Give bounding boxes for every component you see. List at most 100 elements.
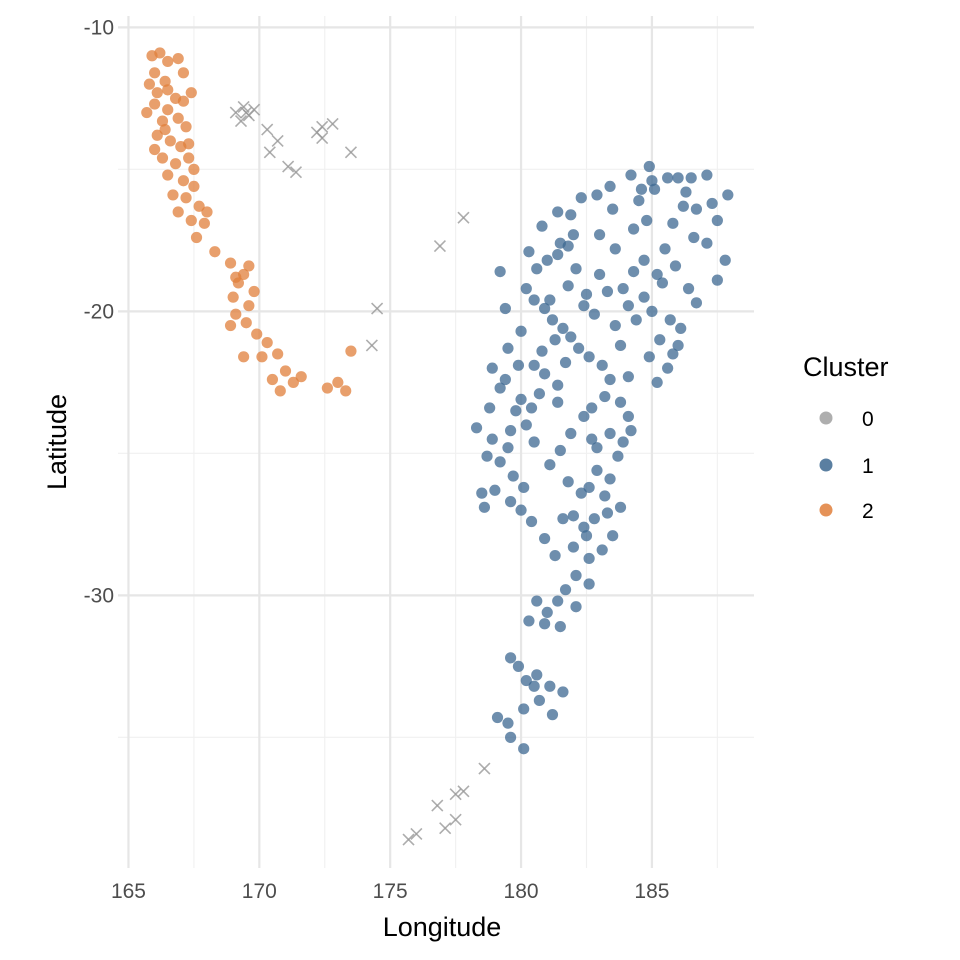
data-point bbox=[149, 67, 161, 79]
data-point bbox=[274, 385, 286, 397]
data-point bbox=[554, 444, 566, 457]
data-point bbox=[552, 379, 564, 391]
legend: Cluster 0 1 2 bbox=[803, 352, 889, 523]
data-point bbox=[539, 302, 551, 315]
data-point bbox=[546, 314, 559, 326]
x-tick-label: 170 bbox=[242, 880, 277, 903]
data-point bbox=[478, 762, 491, 775]
data-point bbox=[549, 334, 561, 346]
data-point bbox=[559, 584, 572, 596]
data-point bbox=[169, 158, 182, 170]
data-point bbox=[371, 302, 384, 315]
data-point bbox=[531, 669, 543, 681]
data-point bbox=[183, 138, 195, 150]
data-point bbox=[672, 172, 684, 184]
data-point bbox=[593, 268, 606, 281]
data-point bbox=[243, 260, 255, 272]
data-point bbox=[504, 652, 517, 664]
data-point bbox=[402, 833, 415, 846]
data-point bbox=[565, 427, 577, 440]
data-point bbox=[625, 425, 637, 437]
data-point bbox=[580, 530, 593, 542]
data-point bbox=[591, 464, 603, 476]
data-point bbox=[539, 532, 551, 545]
data-point bbox=[243, 300, 255, 312]
data-point bbox=[570, 569, 582, 582]
data-point bbox=[209, 246, 221, 258]
data-point bbox=[321, 382, 333, 394]
data-point bbox=[562, 280, 574, 292]
legend-label-0: 0 bbox=[862, 408, 874, 431]
data-point bbox=[251, 328, 263, 340]
data-point bbox=[494, 456, 506, 468]
data-point bbox=[711, 214, 723, 227]
data-point bbox=[172, 53, 184, 65]
data-point bbox=[518, 481, 530, 494]
data-point bbox=[575, 487, 587, 499]
data-point bbox=[515, 393, 527, 405]
data-point bbox=[344, 146, 358, 159]
data-point bbox=[159, 124, 171, 136]
data-point bbox=[580, 288, 593, 300]
data-point bbox=[688, 231, 700, 244]
data-point bbox=[622, 300, 634, 312]
data-point bbox=[457, 211, 470, 224]
data-point bbox=[552, 206, 564, 218]
x-tick-label: 180 bbox=[504, 880, 539, 903]
data-point bbox=[177, 175, 190, 187]
data-point bbox=[646, 305, 658, 317]
x-axis-ticks: 165 170 175 180 185 bbox=[111, 880, 670, 903]
legend-key-0 bbox=[819, 411, 833, 425]
data-point bbox=[449, 788, 462, 801]
data-point bbox=[272, 348, 284, 360]
data-point bbox=[607, 530, 619, 542]
data-point bbox=[690, 297, 703, 309]
data-point bbox=[198, 217, 210, 229]
legend-title: Cluster bbox=[803, 352, 889, 382]
data-point bbox=[648, 183, 661, 195]
data-point bbox=[638, 254, 650, 266]
data-point bbox=[528, 436, 540, 448]
data-point bbox=[604, 180, 616, 192]
data-point bbox=[588, 308, 600, 320]
data-point bbox=[486, 433, 498, 445]
data-point bbox=[326, 117, 339, 130]
legend-keys bbox=[819, 411, 833, 517]
data-point bbox=[224, 319, 237, 332]
data-point bbox=[238, 351, 250, 363]
data-point bbox=[625, 169, 637, 181]
data-point bbox=[180, 121, 192, 133]
series-1 bbox=[470, 160, 734, 755]
data-point bbox=[230, 308, 242, 320]
data-point bbox=[185, 214, 197, 227]
data-point bbox=[154, 47, 166, 59]
data-point bbox=[570, 601, 582, 613]
data-point bbox=[711, 274, 723, 286]
series-0 bbox=[229, 100, 491, 846]
data-point bbox=[557, 322, 569, 334]
data-point bbox=[622, 371, 634, 383]
data-point bbox=[486, 362, 498, 374]
data-point bbox=[180, 192, 192, 204]
data-point bbox=[504, 425, 517, 437]
data-point bbox=[433, 239, 446, 253]
data-point bbox=[617, 436, 629, 448]
data-point bbox=[510, 405, 522, 417]
data-point bbox=[544, 459, 556, 471]
data-point bbox=[528, 680, 540, 692]
data-point bbox=[156, 115, 169, 127]
data-point bbox=[570, 263, 582, 275]
data-point bbox=[190, 231, 203, 244]
data-point bbox=[609, 243, 621, 255]
data-point bbox=[279, 365, 292, 377]
data-point bbox=[701, 169, 713, 181]
data-point bbox=[604, 427, 616, 440]
data-point bbox=[263, 146, 276, 159]
data-point bbox=[628, 223, 640, 235]
data-point bbox=[573, 342, 585, 354]
data-point bbox=[230, 271, 242, 283]
data-point bbox=[345, 345, 357, 357]
data-point bbox=[557, 686, 569, 698]
data-point bbox=[622, 410, 634, 423]
